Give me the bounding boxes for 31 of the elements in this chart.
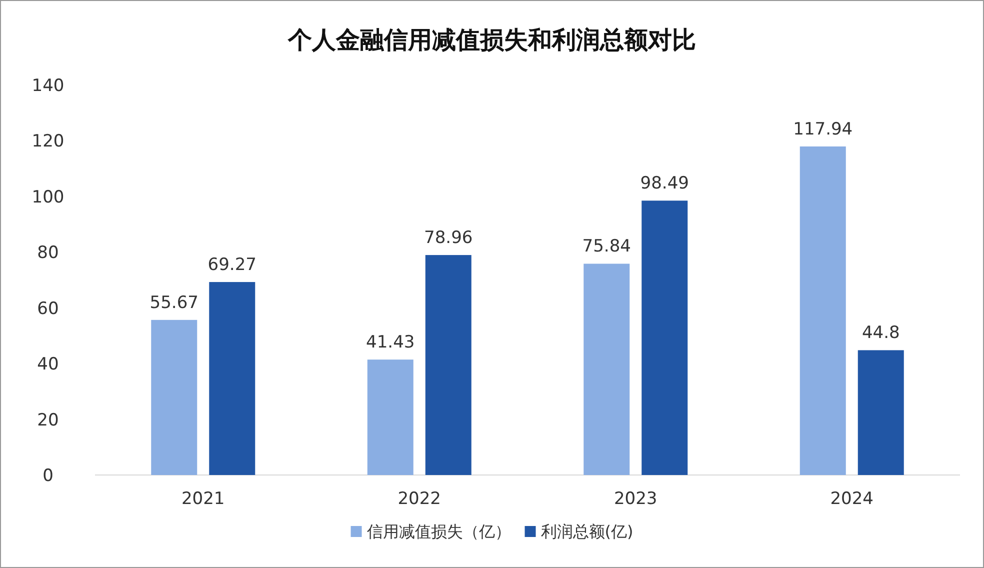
data-label: 44.8	[862, 323, 900, 344]
y-tick-label: 0	[42, 466, 54, 486]
x-tick-label: 2024	[830, 489, 874, 509]
data-label: 75.84	[582, 236, 631, 257]
chart-title: 个人金融信用减值损失和利润总额对比	[287, 26, 696, 54]
x-tick-label: 2023	[614, 489, 658, 509]
y-tick-label: 60	[37, 298, 59, 319]
y-tick-label: 80	[37, 243, 59, 264]
y-tick-label: 100	[32, 187, 64, 208]
data-label: 69.27	[208, 255, 256, 276]
legend-label: 信用减值损失（亿）	[366, 522, 511, 541]
data-label: 117.94	[793, 119, 853, 140]
bar	[584, 264, 630, 475]
data-label: 98.49	[640, 174, 689, 194]
bar	[367, 360, 414, 475]
data-label: 55.67	[150, 292, 198, 313]
bar	[425, 255, 472, 475]
data-label: 41.43	[366, 332, 415, 353]
bar	[858, 350, 904, 475]
bar	[151, 320, 198, 475]
x-tick-label: 2022	[398, 489, 442, 509]
y-tick-label: 120	[32, 132, 64, 152]
y-tick-label: 20	[37, 410, 59, 430]
x-tick-label: 2021	[181, 489, 225, 509]
y-tick-label: 40	[37, 354, 59, 375]
bar	[642, 200, 688, 475]
y-tick-label: 140	[32, 76, 64, 96]
legend-label: 利润总额(亿)	[540, 522, 634, 541]
bar	[209, 282, 256, 475]
data-label: 78.96	[424, 228, 473, 248]
bar	[800, 146, 846, 475]
